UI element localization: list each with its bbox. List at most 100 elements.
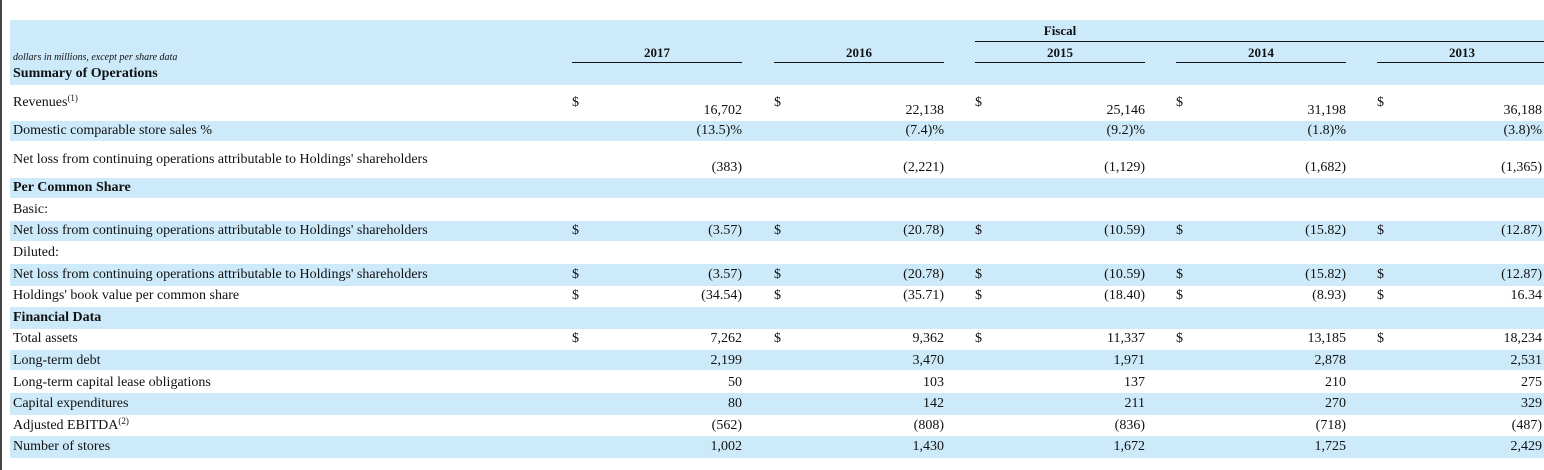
row-label-text: Long-term capital lease obligations bbox=[13, 375, 211, 390]
table-cell: 22,138 bbox=[905, 103, 945, 118]
table-cell: (487) bbox=[1511, 418, 1542, 433]
table-cell: 1,672 bbox=[1113, 439, 1146, 454]
table-cell: 11,337 bbox=[1107, 331, 1145, 346]
table-cell: (10.59) bbox=[1104, 267, 1145, 282]
year-header-2013: 2013 bbox=[1449, 45, 1475, 60]
table-cell: 211 bbox=[1124, 396, 1145, 411]
table-cell: 7,262 bbox=[710, 331, 743, 346]
table-cell: 210 bbox=[1325, 375, 1346, 390]
table-cell: (3.57) bbox=[708, 223, 742, 238]
row-label-text: Domestic comparable store sales % bbox=[13, 123, 213, 138]
table-cell: (35.71) bbox=[903, 288, 944, 303]
currency-symbol: $ bbox=[1377, 223, 1384, 238]
table-cell: 329 bbox=[1521, 396, 1542, 411]
table-cell: (12.87) bbox=[1501, 267, 1542, 282]
table-cell: 13,185 bbox=[1307, 331, 1347, 346]
row-band bbox=[10, 393, 1544, 415]
row-label: Diluted: bbox=[13, 244, 59, 262]
year-header-2015: 2015 bbox=[1047, 45, 1073, 60]
footnote-ref: (2) bbox=[118, 416, 129, 426]
row-label-text: Net loss from continuing operations attr… bbox=[13, 223, 428, 238]
table-cell: 1,002 bbox=[710, 439, 743, 454]
year-header-2017: 2017 bbox=[644, 45, 670, 60]
currency-symbol: $ bbox=[774, 288, 781, 303]
table-cell: 2,878 bbox=[1314, 353, 1347, 368]
currency-symbol: $ bbox=[975, 331, 982, 346]
row-label: Holdings' book value per common share bbox=[13, 287, 239, 305]
table-cell: 1,971 bbox=[1113, 353, 1146, 368]
table-cell: 36,188 bbox=[1503, 103, 1543, 118]
row-label-text: Total assets bbox=[13, 331, 78, 346]
year-rule-2017 bbox=[572, 62, 742, 63]
currency-symbol: $ bbox=[975, 223, 982, 238]
currency-symbol: $ bbox=[1176, 331, 1183, 346]
row-label-text: Number of stores bbox=[13, 439, 111, 454]
currency-symbol: $ bbox=[1176, 267, 1183, 282]
table-cell: 9,362 bbox=[912, 331, 945, 346]
row-label: Long-term debt bbox=[13, 352, 100, 370]
currency-symbol: $ bbox=[774, 223, 781, 238]
table-cell: (836) bbox=[1114, 418, 1145, 433]
row-label-text: Capital expenditures bbox=[13, 396, 129, 411]
row-label-text: Net loss from continuing operations attr… bbox=[13, 267, 428, 282]
row-label-text: Holdings' book value per common share bbox=[13, 288, 240, 303]
row-label: Total assets bbox=[13, 330, 78, 348]
table-cell: (15.82) bbox=[1305, 267, 1346, 282]
table-cell: (2,221) bbox=[903, 160, 944, 175]
row-band bbox=[10, 178, 1544, 198]
table-cell: 275 bbox=[1521, 375, 1542, 390]
table-cell: (1,365) bbox=[1501, 160, 1542, 175]
currency-symbol: $ bbox=[572, 223, 579, 238]
left-edge-bar bbox=[0, 0, 2, 470]
table-cell: (20.78) bbox=[903, 223, 944, 238]
row-label-text: Adjusted EBITDA bbox=[13, 418, 119, 433]
row-label: Net loss from continuing operations attr… bbox=[13, 151, 428, 169]
table-cell: (18.40) bbox=[1104, 288, 1145, 303]
fiscal-rule bbox=[975, 41, 1544, 42]
currency-symbol: $ bbox=[572, 267, 579, 282]
table-cell: (8.93) bbox=[1312, 288, 1346, 303]
table-cell: 50 bbox=[728, 375, 742, 390]
row-band bbox=[10, 63, 1544, 85]
currency-symbol: $ bbox=[774, 95, 781, 110]
row-label: Adjusted EBITDA(2) bbox=[13, 417, 129, 435]
row-band bbox=[10, 221, 1544, 241]
table-cell: 16,702 bbox=[703, 103, 743, 118]
row-label: Capital expenditures bbox=[13, 395, 128, 413]
table-cell: (718) bbox=[1315, 418, 1346, 433]
currency-symbol: $ bbox=[572, 288, 579, 303]
table-cell: (383) bbox=[711, 160, 742, 175]
table-cell: (562) bbox=[711, 418, 742, 433]
table-cell: 103 bbox=[923, 375, 944, 390]
table-cell: (3.8)% bbox=[1503, 123, 1543, 138]
table-cell: (34.54) bbox=[701, 288, 742, 303]
currency-symbol: $ bbox=[1176, 288, 1183, 303]
year-rule-2014 bbox=[1176, 62, 1346, 63]
row-band bbox=[10, 436, 1544, 458]
row-label-text: Long-term debt bbox=[13, 353, 101, 368]
table-cell: 80 bbox=[728, 396, 742, 411]
header-band bbox=[10, 20, 1544, 64]
year-header-2016: 2016 bbox=[846, 45, 872, 60]
currency-symbol: $ bbox=[1377, 95, 1384, 110]
row-label: Net loss from continuing operations attr… bbox=[13, 266, 428, 284]
table-cell: 31,198 bbox=[1307, 103, 1347, 118]
row-label: Net loss from continuing operations attr… bbox=[13, 222, 428, 240]
year-rule-2016 bbox=[774, 62, 944, 63]
row-label-text: Per Common Share bbox=[13, 180, 131, 195]
currency-symbol: $ bbox=[572, 331, 579, 346]
table-cell: 2,199 bbox=[710, 353, 743, 368]
table-cell: (10.59) bbox=[1104, 223, 1145, 238]
table-cell: (12.87) bbox=[1501, 223, 1542, 238]
currency-symbol: $ bbox=[1176, 223, 1183, 238]
table-cell: (13.5)% bbox=[696, 123, 743, 138]
currency-symbol: $ bbox=[774, 331, 781, 346]
table-cell: (9.2)% bbox=[1106, 123, 1146, 138]
table-cell: 18,234 bbox=[1503, 331, 1543, 346]
row-band bbox=[10, 121, 1544, 141]
row-label: Long-term capital lease obligations bbox=[13, 374, 211, 392]
table-cell: 1,430 bbox=[912, 439, 945, 454]
table-cell: (1,129) bbox=[1104, 160, 1145, 175]
section-heading: Summary of Operations bbox=[13, 65, 158, 83]
